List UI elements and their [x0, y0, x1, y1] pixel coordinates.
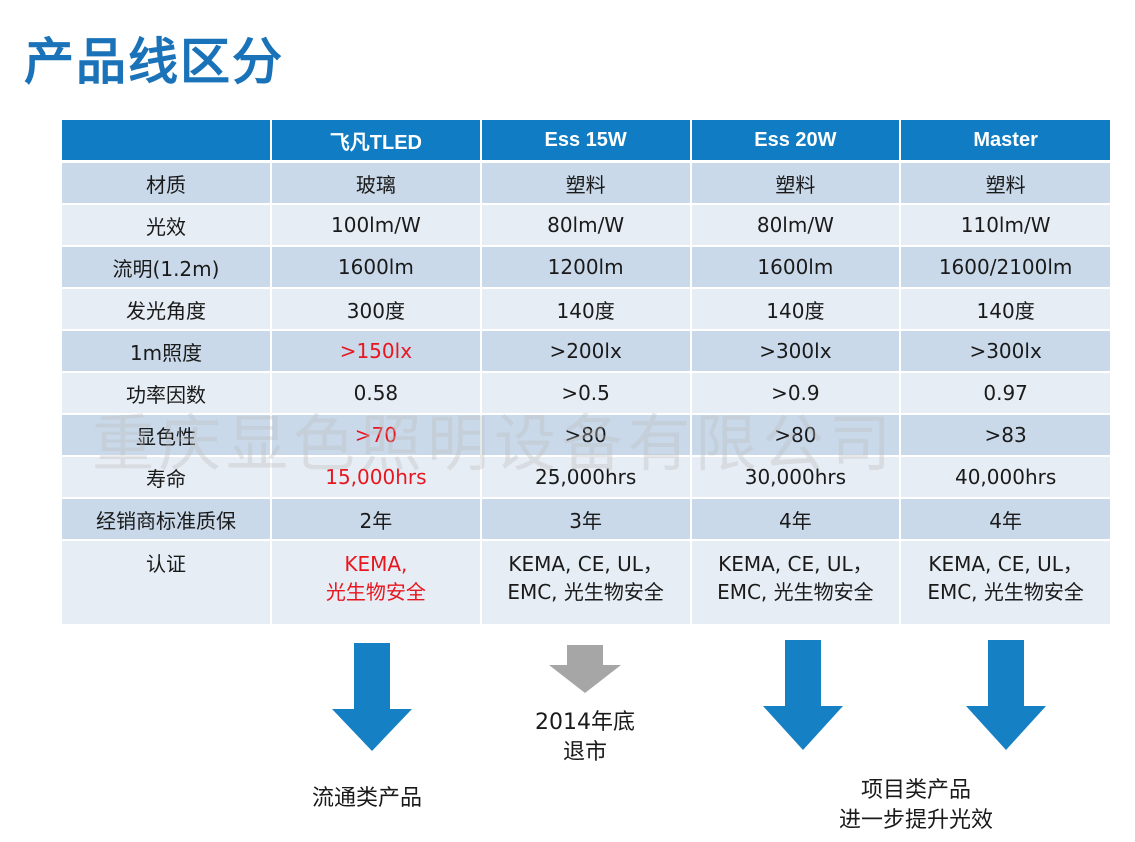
row-label: 光效	[62, 204, 272, 247]
table-row: 光效 100lm/W 80lm/W 80lm/W 110lm/W	[62, 204, 1110, 247]
table-cell: 玻璃	[271, 161, 482, 205]
table-cell: >80	[480, 414, 692, 457]
table-cell: 30,000hrs	[690, 456, 902, 499]
table-cell: 140度	[690, 288, 902, 331]
table-cell: 3年	[480, 498, 692, 541]
header-ess-20w: Ess 20W	[690, 120, 902, 163]
header-master: Master	[900, 120, 1110, 163]
table-cell: 140度	[480, 288, 692, 331]
row-label: 经销商标准质保	[62, 498, 272, 541]
header-feifan-tled: 飞凡TLED	[271, 120, 482, 163]
table-cell: 140度	[900, 288, 1110, 331]
cert-line: 光生物安全	[325, 580, 426, 604]
cert-line: EMC, 光生物安全	[717, 580, 874, 604]
table-cell: 15,000hrs	[271, 456, 482, 499]
table-cell: >300lx	[900, 330, 1110, 373]
table-cell: KEMA, CE, UL， EMC, 光生物安全	[690, 540, 902, 626]
table-cell: 4年	[690, 498, 902, 541]
table-cell: 110lm/W	[900, 204, 1110, 247]
cert-line: KEMA, CE, UL，	[718, 552, 873, 576]
table-cell: 80lm/W	[480, 204, 692, 247]
table-row-certification: 认证 KEMA, 光生物安全 KEMA, CE, UL， EMC, 光生物安全 …	[62, 540, 1110, 626]
page-title: 产品线区分	[24, 33, 284, 91]
caption-retirement: 2014年底 退市	[532, 708, 638, 768]
table-cell: 0.97	[900, 372, 1110, 415]
table-cell: 1600lm	[690, 246, 902, 289]
table-cell: 100lm/W	[271, 204, 482, 247]
row-label: 寿命	[62, 456, 272, 499]
row-label: 功率因数	[62, 372, 272, 415]
arrow-down-icon	[966, 640, 1046, 750]
product-comparison-table: 飞凡TLED Ess 15W Ess 20W Master 材质 玻璃 塑料 塑…	[62, 120, 1110, 626]
header-corner	[62, 120, 272, 163]
arrow-down-icon	[549, 645, 621, 693]
caption-project-products: 项目类产品 进一步提升光效	[826, 776, 1006, 836]
arrow-down-icon	[763, 640, 843, 750]
table-cell: 0.58	[271, 372, 482, 415]
row-label: 显色性	[62, 414, 272, 457]
table-cell: >70	[271, 414, 482, 457]
cert-line: EMC, 光生物安全	[507, 580, 664, 604]
table-cell: 80lm/W	[690, 204, 902, 247]
table-row: 经销商标准质保 2年 3年 4年 4年	[62, 498, 1110, 541]
row-label: 发光角度	[62, 288, 272, 331]
cert-line: EMC, 光生物安全	[927, 580, 1084, 604]
table-header-row: 飞凡TLED Ess 15W Ess 20W Master	[62, 120, 1110, 163]
table-row: 1m照度 >150lx >200lx >300lx >300lx	[62, 330, 1110, 373]
table-cell: KEMA, CE, UL， EMC, 光生物安全	[900, 540, 1110, 626]
table-cell: >150lx	[271, 330, 482, 373]
table-row: 功率因数 0.58 >0.5 >0.9 0.97	[62, 372, 1110, 415]
table-cell: 1600lm	[271, 246, 482, 289]
table-row: 发光角度 300度 140度 140度 140度	[62, 288, 1110, 331]
table-cell: >300lx	[690, 330, 902, 373]
caption-line: 退市	[562, 740, 607, 765]
table-cell: 塑料	[900, 161, 1110, 205]
table-cell: 塑料	[690, 161, 902, 205]
table-cell: 塑料	[480, 161, 692, 205]
caption-line: 2014年底	[535, 710, 635, 735]
cert-line: KEMA,	[344, 552, 408, 576]
row-label: 流明(1.2m)	[62, 246, 272, 289]
table-row: 材质 玻璃 塑料 塑料 塑料	[62, 161, 1110, 205]
table-cell: 1200lm	[480, 246, 692, 289]
table-cell: KEMA, 光生物安全	[271, 540, 482, 626]
table-cell: 25,000hrs	[480, 456, 692, 499]
row-label: 材质	[62, 161, 272, 205]
arrow-down-icon	[332, 643, 412, 751]
table-cell: 1600/2100lm	[900, 246, 1110, 289]
table-row: 流明(1.2m) 1600lm 1200lm 1600lm 1600/2100l…	[62, 246, 1110, 289]
table-cell: >83	[900, 414, 1110, 457]
table-cell: >200lx	[480, 330, 692, 373]
row-label: 认证	[62, 540, 272, 626]
table-row: 显色性 >70 >80 >80 >83	[62, 414, 1110, 457]
caption-general-products: 流通类产品	[312, 786, 423, 811]
cert-line: KEMA, CE, UL，	[928, 552, 1083, 576]
caption-line: 项目类产品	[860, 778, 971, 803]
caption-line: 进一步提升光效	[838, 808, 993, 833]
table-cell: >0.9	[690, 372, 902, 415]
table-cell: >80	[690, 414, 902, 457]
table-cell: 40,000hrs	[900, 456, 1110, 499]
cert-line: KEMA, CE, UL，	[508, 552, 663, 576]
table-row: 寿命 15,000hrs 25,000hrs 30,000hrs 40,000h…	[62, 456, 1110, 499]
table-cell: >0.5	[480, 372, 692, 415]
table-cell: 4年	[900, 498, 1110, 541]
table-cell: 300度	[271, 288, 482, 331]
row-label: 1m照度	[62, 330, 272, 373]
header-ess-15w: Ess 15W	[480, 120, 692, 163]
table-cell: KEMA, CE, UL， EMC, 光生物安全	[480, 540, 692, 626]
table-cell: 2年	[271, 498, 482, 541]
